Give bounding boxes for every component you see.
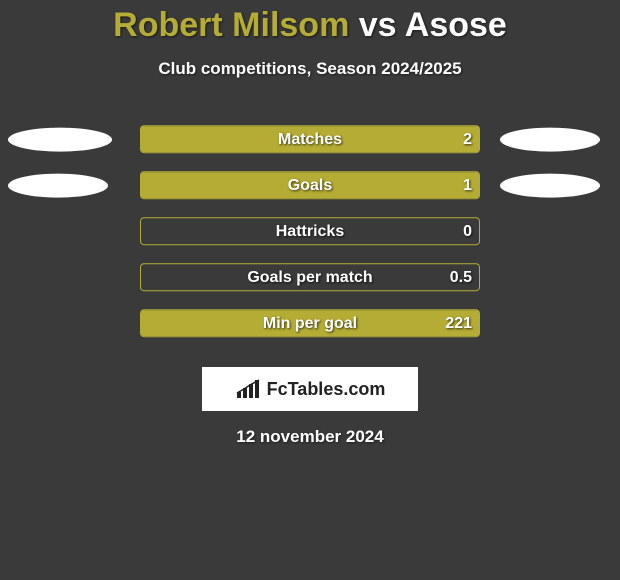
- versus-text: vs: [359, 6, 397, 44]
- brand-bars-icon: [235, 378, 263, 400]
- stat-bar: [140, 263, 480, 291]
- stat-row: Goals per match0.5: [0, 257, 620, 303]
- left-ellipse-icon: [8, 174, 108, 198]
- stat-row: Min per goal221: [0, 303, 620, 349]
- left-ellipse-icon: [8, 128, 112, 152]
- stats-chart: Matches2Goals1Hattricks0Goals per match0…: [0, 119, 620, 349]
- stat-bar: [140, 171, 480, 199]
- brand-text: FcTables.com: [267, 379, 386, 400]
- stat-value-right: 0.5: [450, 269, 472, 287]
- stat-bar: [140, 309, 480, 337]
- subtitle: Club competitions, Season 2024/2025: [0, 59, 620, 79]
- stat-row: Hattricks0: [0, 211, 620, 257]
- stat-row: Goals1: [0, 165, 620, 211]
- stat-value-right: 2: [463, 131, 472, 149]
- stat-bar: [140, 125, 480, 153]
- stat-row: Matches2: [0, 119, 620, 165]
- date-text: 12 november 2024: [0, 427, 620, 447]
- player2-name: Asose: [405, 6, 507, 44]
- right-ellipse-icon: [500, 128, 600, 152]
- comparison-title: Robert Milsom vs Asose: [0, 0, 620, 45]
- stat-value-right: 0: [463, 223, 472, 241]
- stat-bar: [140, 217, 480, 245]
- stat-bar-left-fill: [141, 172, 479, 198]
- player1-name: Robert Milsom: [113, 6, 349, 44]
- brand-badge: FcTables.com: [202, 367, 418, 411]
- right-ellipse-icon: [500, 174, 600, 198]
- stat-bar-left-fill: [141, 310, 479, 336]
- stat-value-right: 1: [463, 177, 472, 195]
- stat-value-right: 221: [445, 315, 472, 333]
- stat-bar-left-fill: [141, 126, 479, 152]
